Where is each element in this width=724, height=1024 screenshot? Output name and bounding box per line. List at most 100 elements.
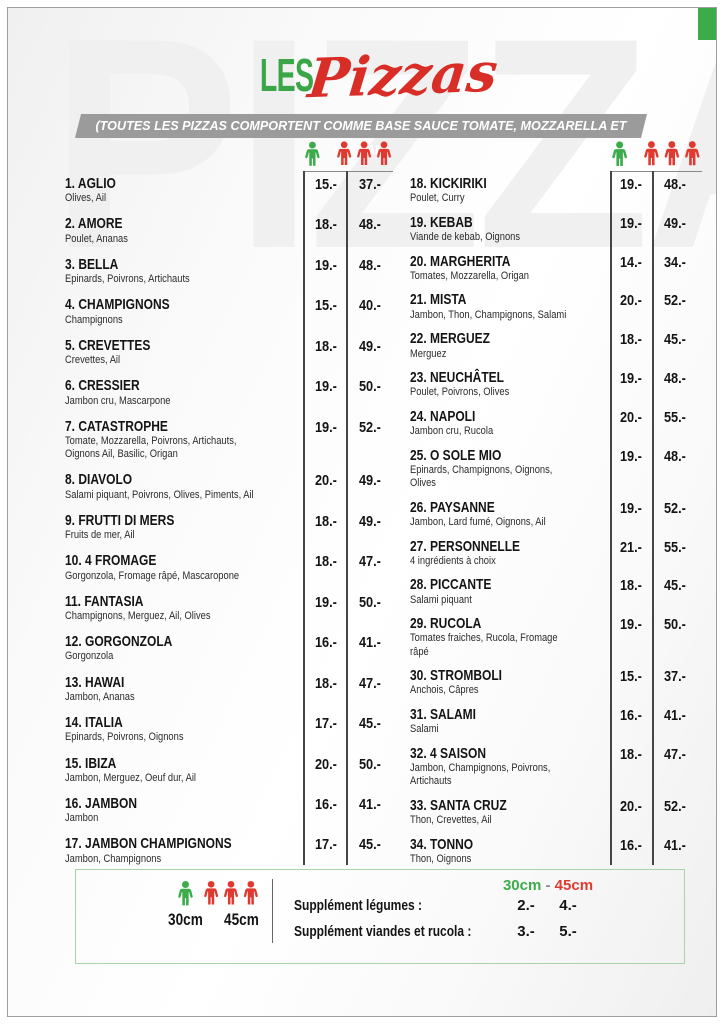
pizza-name: 30. STROMBOLI <box>410 667 503 685</box>
pizza-item: 33. SANTA CRUZ Thon, Crevettes, Ail <box>410 797 610 827</box>
price-30cm: 18.- <box>314 553 337 571</box>
pizza-item: 9. FRUTTI DI MERS Fruits de mer, Ail <box>65 512 304 542</box>
price-45cm: 34.- <box>664 253 686 271</box>
pizza-item: 34. TONNO Thon, Oignons <box>410 836 610 866</box>
pizza-name: 21. MISTA <box>410 291 467 309</box>
pizza-ingredients: Jambon, Lard fumé, Oignons, Ail <box>410 515 546 528</box>
pizza-item: 29. RUCOLA Tomates fraiches, Rucola, Fro… <box>410 615 610 659</box>
price-45cm: 50.- <box>359 755 381 773</box>
price-45cm: 37.- <box>664 668 686 686</box>
price-45cm: 50.- <box>359 593 381 611</box>
pizza-item: 16. JAMBON Jambon <box>65 795 304 825</box>
three-persons-icon <box>336 141 391 165</box>
price-45cm: 45.- <box>664 331 686 349</box>
legend-size-45: 45cm <box>224 910 260 929</box>
price-45cm: 50.- <box>664 616 686 634</box>
pizza-name: 1. AGLIO <box>65 175 116 192</box>
price-30cm: 19.- <box>620 370 642 388</box>
pizza-name: 29. RUCOLA <box>410 615 482 633</box>
pizza-item: 8. DIAVOLO Salami piquant, Poivrons, Oli… <box>65 471 304 501</box>
price-30cm: 15.- <box>620 668 642 686</box>
pizza-name: 26. PAYSANNE <box>410 498 495 516</box>
price-45cm: 45.- <box>664 577 686 595</box>
pizza-item: 10. 4 FROMAGE Gorgonzola, Fromage râpé, … <box>65 552 304 582</box>
price-divider-line <box>303 171 305 865</box>
price-30cm: 19.- <box>620 499 642 517</box>
single-person-icon <box>178 880 193 906</box>
menu-row: 3. BELLA Epinards, Poivrons, Artichauts … <box>65 256 393 286</box>
price-30cm: 19.- <box>620 214 642 232</box>
price-30cm: 15.- <box>314 176 337 193</box>
pizza-ingredients: Poulet, Ananas <box>65 232 128 245</box>
pizza-name: 25. O SOLE MIO <box>410 446 502 464</box>
price-45cm: 49.- <box>359 337 381 355</box>
pizza-ingredients: Jambon, Ananas <box>65 690 135 703</box>
menu-row: 8. DIAVOLO Salami piquant, Poivrons, Oli… <box>65 471 393 501</box>
price-30cm: 20.- <box>620 797 642 815</box>
pizza-ingredients: Epinards, Poivrons, Oignons <box>65 731 184 744</box>
price-45cm: 55.- <box>664 408 686 426</box>
pizza-ingredients: Champignons <box>65 313 123 326</box>
pizza-name: 4. CHAMPIGNONS <box>65 296 170 314</box>
price-divider-line <box>610 171 612 865</box>
pizza-name: 31. SALAMI <box>410 705 477 723</box>
price-45cm: 45.- <box>359 836 381 854</box>
price-45cm: 50.- <box>359 378 381 396</box>
sizes-header-30cm: 30cm <box>502 877 542 894</box>
pizza-ingredients: Thon, Crevettes, Ail <box>410 814 492 826</box>
pizza-name: 3. BELLA <box>65 255 119 273</box>
pizza-name: 6. CRESSIER <box>65 377 140 395</box>
menu-row: 11. FANTASIA Champignons, Merguez, Ail, … <box>65 593 393 623</box>
price-30cm: 16.- <box>620 706 642 724</box>
menu-row: 20. MARGHERITA Tomates, Mozzarella, Orig… <box>410 253 698 283</box>
price-30cm: 18.- <box>620 745 642 763</box>
pizza-ingredients: Champignons, Merguez, Ail, Olives <box>65 609 211 622</box>
sizes-header-45cm: 45cm <box>554 877 594 894</box>
price-30cm: 16.- <box>314 795 337 813</box>
pizza-name: 7. CATASTROPHE <box>65 417 168 435</box>
price-30cm: 18.- <box>314 674 337 692</box>
price-45cm: 52.- <box>664 292 686 310</box>
pizza-name: 13. HAWAI <box>65 673 125 691</box>
pizza-item: 17. JAMBON CHAMPIGNONS Jambon, Champigno… <box>65 835 304 865</box>
legend-size-labels: 30cm 45cm <box>168 910 264 930</box>
pizza-item: 32. 4 SAISON Jambon, Champignons, Poivro… <box>410 745 610 789</box>
pizza-name: 20. MARGHERITA <box>410 252 511 270</box>
title-pizzas: Pizzas <box>305 39 501 111</box>
pizza-ingredients: Jambon cru, Mascarpone <box>65 394 171 407</box>
price-30cm: 17.- <box>314 836 337 854</box>
price-30cm: 19.- <box>314 418 337 436</box>
price-divider-line <box>652 171 654 865</box>
menu-row: 25. O SOLE MIO Epinards, Champignons, Oi… <box>410 447 698 491</box>
pizza-item: 1. AGLIO Olives, Ail <box>65 175 304 205</box>
menu-row: 13. HAWAI Jambon, Ananas 18.- 47.- <box>65 674 393 704</box>
supplement-price-45cm: 5.- <box>559 923 577 940</box>
price-45cm: 41.- <box>359 634 381 652</box>
pizza-item: 25. O SOLE MIO Epinards, Champignons, Oi… <box>410 447 610 491</box>
pizza-item: 4. CHAMPIGNONS Champignons <box>65 296 304 326</box>
single-person-icon <box>305 141 320 166</box>
pizza-name: 23. NEUCHÂTEL <box>410 369 505 387</box>
menu-row: 31. SALAMI Salami 16.- 41.- <box>410 706 698 736</box>
price-30cm: 14.- <box>620 253 642 271</box>
price-45cm: 41.- <box>359 795 381 813</box>
price-30cm: 17.- <box>314 715 337 733</box>
menu-row: 7. CATASTROPHE Tomate, Mozzarella, Poivr… <box>65 418 393 462</box>
price-30cm: 20.- <box>620 292 642 310</box>
price-45cm: 47.- <box>664 745 686 763</box>
pizza-name: 8. DIAVOLO <box>65 471 133 489</box>
pizza-item: 2. AMORE Poulet, Ananas <box>65 215 304 245</box>
pizza-item: 23. NEUCHÂTEL Poulet, Poivrons, Olives <box>410 369 610 399</box>
menu-row: 32. 4 SAISON Jambon, Champignons, Poivro… <box>410 745 698 789</box>
menu-card: PIZZA LES Pizzas (TOUTES LES PIZZAS COMP… <box>7 7 717 1017</box>
menu-row: 15. IBIZA Jambon, Merguez, Oeuf dur, Ail… <box>65 755 393 785</box>
pizza-ingredients: Salami piquant <box>410 593 472 606</box>
pizza-ingredients: Crevettes, Ail <box>65 354 121 367</box>
pizza-name: 11. FANTASIA <box>65 592 144 610</box>
pizza-name: 18. KICKIRIKI <box>410 175 487 192</box>
pizza-name: 16. JAMBON <box>65 794 138 812</box>
price-45cm: 55.- <box>664 538 686 556</box>
price-30cm: 20.- <box>314 755 337 773</box>
pizza-ingredients: Olives, Ail <box>65 192 107 205</box>
